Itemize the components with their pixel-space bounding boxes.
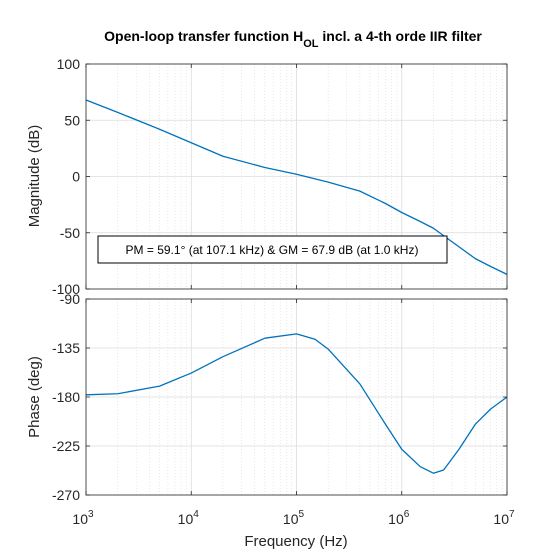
magnitude-y-ticks: -100 -50 0 50 100: [52, 56, 507, 297]
x-tick-label: 105: [283, 509, 305, 527]
x-tick-label-base: 10: [283, 511, 299, 527]
x-tick-label: 103: [72, 509, 94, 527]
x-tick-label-base: 10: [178, 511, 194, 527]
y-tick-label: 0: [72, 169, 80, 185]
phase-panel: -270-225-180-135-90 Phase (deg) 103 104 10…: [26, 64, 515, 527]
x-tick-label: 107: [493, 509, 515, 527]
x-tick-label-base: 10: [72, 511, 88, 527]
y-tick-label: -225: [52, 438, 80, 454]
x-tick-label-exponent: 7: [509, 509, 515, 520]
phase-y-label: Phase (deg): [26, 356, 43, 438]
x-tick-label-exponent: 4: [193, 509, 199, 520]
y-tick-label: 100: [57, 56, 81, 72]
y-tick-label: -50: [60, 225, 80, 241]
chart-title-main: Open-loop transfer function H: [104, 28, 303, 44]
y-tick-label: -100: [52, 281, 80, 297]
x-tick-label-base: 10: [388, 511, 404, 527]
x-tick-label-base: 10: [493, 511, 509, 527]
y-tick-label: -180: [52, 389, 80, 405]
chart-title-suffix: incl. a 4-th orde IIR filter: [319, 28, 483, 44]
x-tick-label: 104: [178, 509, 200, 527]
x-tick-label: 106: [388, 509, 410, 527]
phase-y-ticks: -270 -225 -180 -135 -90: [52, 291, 507, 503]
x-tick-label-exponent: 5: [299, 509, 305, 520]
frequency-x-label: Frequency (Hz): [244, 533, 347, 550]
y-tick-label: -90: [60, 291, 80, 307]
chart-title-subscript: OL: [303, 38, 319, 50]
magnitude-panel: -100 -50 0 50 100 Magnitude (dB) PM = 59.1° …: [26, 56, 508, 297]
margin-annotation-box: [97, 235, 448, 264]
chart-title: Open-loop transfer function HOL incl. a …: [104, 28, 482, 50]
y-tick-label: -135: [52, 340, 80, 356]
margin-annotation-text: PM = 59.1° (at 107.1 kHz) & GM = 67.9 dB…: [126, 243, 419, 257]
magnitude-y-label: Magnitude (dB): [26, 125, 43, 228]
phase-line: [85, 333, 508, 474]
y-tick-label: 50: [64, 112, 80, 128]
x-tick-label-exponent: 3: [88, 509, 94, 520]
x-tick-label-exponent: 6: [404, 509, 410, 520]
frequency-x-ticks: 103 104 105 106 107: [72, 64, 515, 527]
y-tick-label: -270: [52, 487, 80, 503]
magnitude-line: [85, 99, 508, 275]
